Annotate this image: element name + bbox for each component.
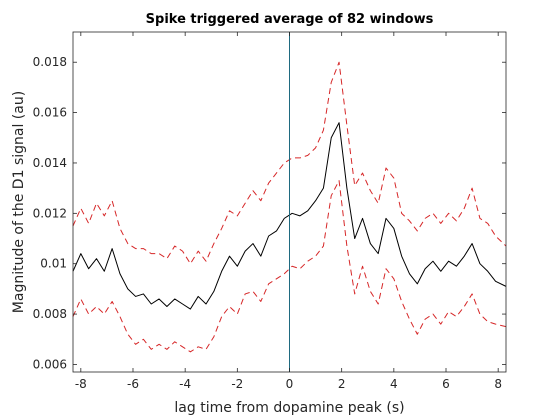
x-tick-label: 6 [442,377,450,391]
x-tick-label: -6 [127,377,139,391]
y-tick-label: 0.01 [40,257,67,271]
x-tick-label: 0 [286,377,294,391]
y-tick-label: 0.016 [33,106,67,120]
x-tick-label: 2 [338,377,346,391]
x-tick-label: 4 [390,377,398,391]
x-tick-label: -8 [75,377,87,391]
y-tick-label: 0.014 [33,156,67,170]
y-tick-label: 0.018 [33,55,67,69]
series-line-bound-1 [72,61,507,265]
x-tick-label: -4 [179,377,191,391]
y-tick-label: 0.006 [33,357,67,371]
ticks-layer: -8 -6 -4 -2 0 2 4 6 8 0.006 0.008 0.01 0.012 0.014 0.0… [33,32,506,391]
series-line-bound-2 [72,180,507,353]
x-tick-label: -2 [231,377,243,391]
x-tick-label: 8 [494,377,502,391]
y-tick-label: 0.008 [33,307,67,321]
series-layer [72,61,507,353]
chart-title: Spike triggered average of 82 windows [146,12,434,27]
x-axis-label: lag time from dopamine peak (s) [174,400,404,416]
y-tick-label: 0.012 [33,206,67,220]
y-axis-label: Magnitude of the D1 signal (au) [11,91,27,313]
series-line-mean [72,122,507,310]
